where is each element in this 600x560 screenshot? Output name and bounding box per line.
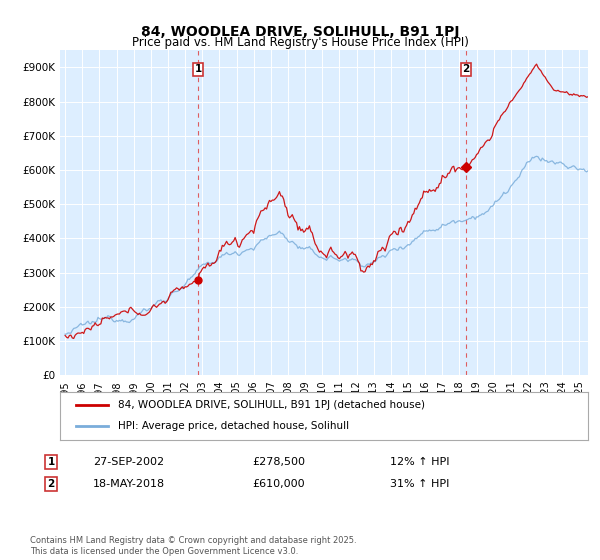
Text: Price paid vs. HM Land Registry's House Price Index (HPI): Price paid vs. HM Land Registry's House …: [131, 36, 469, 49]
Text: £278,500: £278,500: [252, 457, 305, 467]
Text: 12% ↑ HPI: 12% ↑ HPI: [390, 457, 449, 467]
Text: 1: 1: [47, 457, 55, 467]
Text: 27-SEP-2002: 27-SEP-2002: [93, 457, 164, 467]
Text: 84, WOODLEA DRIVE, SOLIHULL, B91 1PJ: 84, WOODLEA DRIVE, SOLIHULL, B91 1PJ: [141, 25, 459, 39]
Text: 84, WOODLEA DRIVE, SOLIHULL, B91 1PJ (detached house): 84, WOODLEA DRIVE, SOLIHULL, B91 1PJ (de…: [118, 400, 425, 410]
Text: 31% ↑ HPI: 31% ↑ HPI: [390, 479, 449, 489]
Text: 1: 1: [194, 64, 202, 74]
Text: 2: 2: [47, 479, 55, 489]
Text: 2: 2: [463, 64, 470, 74]
Text: 18-MAY-2018: 18-MAY-2018: [93, 479, 165, 489]
Text: Contains HM Land Registry data © Crown copyright and database right 2025.
This d: Contains HM Land Registry data © Crown c…: [30, 536, 356, 556]
Text: HPI: Average price, detached house, Solihull: HPI: Average price, detached house, Soli…: [118, 421, 349, 431]
Text: £610,000: £610,000: [252, 479, 305, 489]
